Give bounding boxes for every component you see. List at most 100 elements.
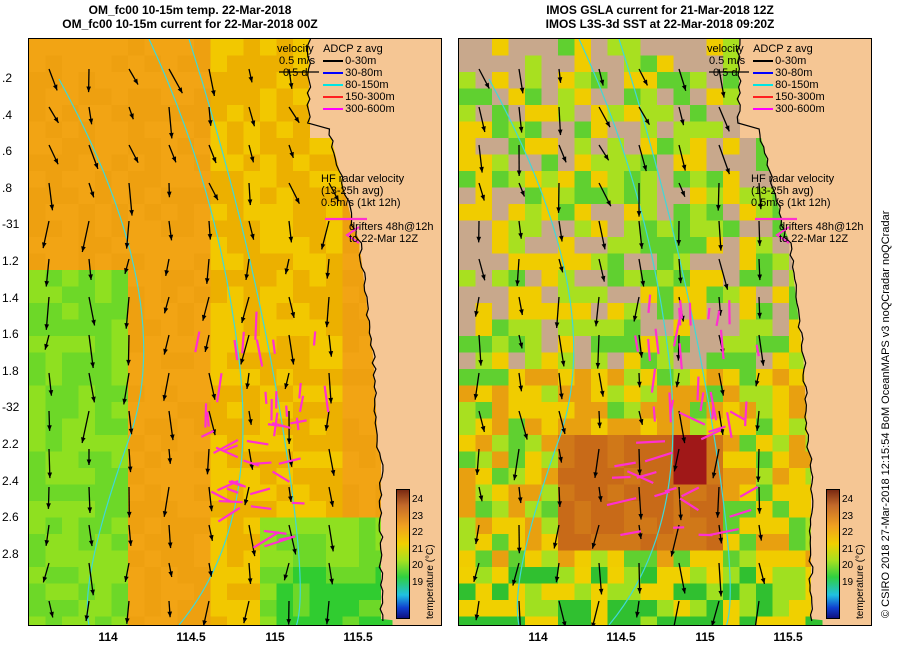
drifter-icon [345,226,360,244]
sst-cell [161,468,178,485]
arrow-head [44,280,50,287]
sst-cell [128,484,145,502]
sst-cell [723,237,740,254]
sst-cell [459,385,476,403]
left-map-panel: velocity 0.5 m/s 0.5 d ADCP z avg 0-30m 3… [28,38,442,626]
y-tick-label: 1.2 [2,254,19,268]
sst-cell [210,204,228,221]
sst-cell [541,105,559,122]
arrow-head [240,358,245,365]
sst-cell [459,303,476,320]
arrow-head [250,120,256,127]
sst-cell [673,336,691,353]
sst-cell [326,534,343,551]
arrow-head [473,393,479,400]
sst-cell [111,303,129,320]
sst-cell [128,220,145,238]
sst-cell [475,451,493,469]
sst-cell [62,352,79,370]
arrow-head [681,587,687,594]
sst-cell [177,385,195,403]
sst-cell [591,105,608,122]
sst-cell [591,270,608,287]
arrow-head [49,204,55,211]
sst-cell [508,88,526,106]
sst-cell [29,336,46,353]
sst-cell [78,402,96,419]
arrow-head [757,240,762,246]
sst-cell [574,352,592,370]
sst-cell [29,171,46,188]
sst-cell [78,154,96,172]
arrow-head [166,191,172,198]
sst-cell [111,286,129,304]
sst-cell [574,468,592,485]
arrow-head [597,422,602,429]
sst-cell [293,550,310,568]
arrow-head [644,118,650,125]
sst-cell [78,550,96,568]
sst-cell [657,55,674,73]
sst-cell [62,517,79,535]
sst-cell [525,583,542,601]
sst-cell [574,121,592,139]
sst-cell [29,39,46,56]
sst-cell [194,435,211,452]
sst-cell [459,204,476,221]
sst-cell [359,534,376,551]
arrow-head [44,324,50,330]
sst-cell [624,39,641,56]
sst-cell [293,171,310,188]
sst-cell [95,286,112,304]
sst-cell [45,270,63,287]
sst-cell [508,270,526,287]
arrow-head [42,242,47,249]
sst-cell [772,385,790,403]
sst-cell [45,616,63,625]
sst-cell [144,319,162,337]
arrow-head [518,126,524,133]
sst-cell [194,517,211,535]
sst-cell [492,171,509,188]
sst-cell [227,616,244,625]
sst-cell [640,484,658,502]
sst-cell [574,369,592,386]
sst-cell [673,616,691,625]
arrow-head [640,280,646,287]
sst-cell [459,534,476,551]
sst-cell [723,88,740,106]
sst-cell [260,88,277,106]
right-colorbar [826,489,840,619]
sst-cell [177,204,195,221]
sst-cell [756,550,773,568]
sst-cell [525,220,542,238]
sst-cell [62,369,79,386]
sst-cell [690,319,707,337]
sst-cell [210,402,228,419]
x-tick-label: 115 [265,630,285,644]
sst-cell [690,204,707,221]
hf-radar-arrow [700,429,722,441]
left-title-line2: OM_fc00 10-15m current for 22-Mar-2018 0… [62,17,318,31]
sst-cell [177,567,195,584]
sst-cell [657,550,674,568]
sst-cell [657,270,674,287]
sst-cell [492,286,509,304]
sst-cell [772,303,790,320]
sst-cell [194,550,211,568]
sst-cell [690,121,707,139]
arrow-head [605,121,611,128]
sst-cell [723,270,740,287]
arrow-head [248,418,253,425]
sst-cell [459,468,476,485]
sst-cell [276,55,294,73]
arrow-head [124,242,130,249]
sst-cell [772,550,790,568]
sst-cell [558,402,575,419]
sst-cell [772,600,790,617]
sst-cell [657,105,674,122]
sst-cell [525,418,542,436]
sst-cell [359,517,376,535]
sst-cell [492,88,509,106]
sst-cell [111,39,129,56]
